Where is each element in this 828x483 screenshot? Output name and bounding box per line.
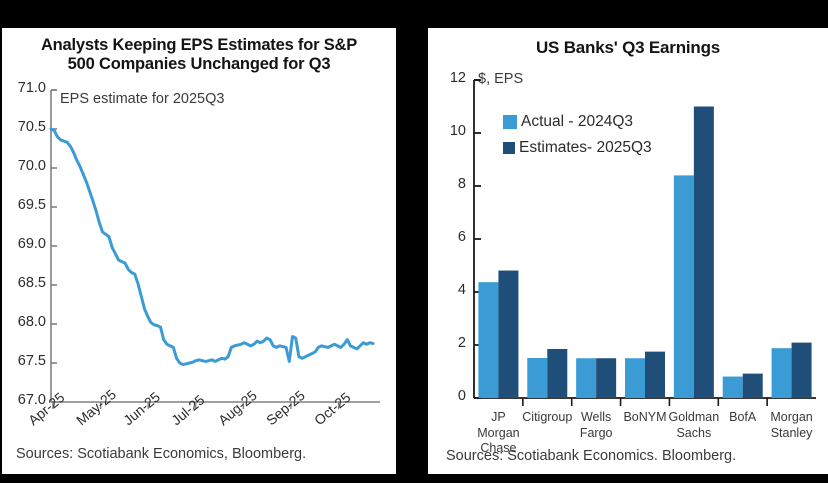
right-y-tick-label: 2: [457, 335, 466, 351]
left-chart-title-line1: Analysts Keeping EPS Estimates for S&P: [40, 36, 358, 54]
right-bar-plot: [473, 79, 816, 406]
bar-category-label: Goldman Sachs: [654, 410, 734, 441]
right-x-tickmarks: [522, 398, 768, 406]
left-axis-unit-label: EPS estimate for 2025Q3: [60, 91, 225, 107]
bar-estimate: [742, 373, 763, 398]
right-y-tick-label: 4: [457, 282, 466, 298]
bar-category-label-line: Fargo: [579, 425, 613, 440]
left-y-tick-label: 71.0: [17, 80, 46, 96]
legend-swatch-estimates: [503, 142, 515, 154]
bar-actual: [771, 348, 792, 398]
left-y-tick-label: 67.5: [17, 353, 46, 369]
bar-category-label-line: Sachs: [676, 425, 712, 440]
bar-actual: [673, 175, 694, 398]
bar-estimate: [547, 348, 568, 398]
right-y-tick-label: 10: [449, 123, 466, 139]
bar-category-label-line: Morgan: [770, 410, 813, 424]
bar-actual: [576, 358, 597, 398]
bar-category-label-line: JP: [491, 410, 506, 424]
left-y-tick-label: 70.0: [17, 158, 46, 174]
legend-label-actual: Actual - 2024Q3: [521, 113, 634, 130]
legend-item-actual: Actual - 2024Q3: [503, 113, 633, 131]
right-y-tick-label: 8: [457, 176, 466, 192]
bar-category-label-line: Goldman: [668, 410, 720, 424]
bar-actual: [722, 376, 743, 398]
bar-actual: [625, 358, 645, 398]
right-y-tick-label: 0: [457, 388, 466, 404]
right-source-note: Sources: Scotiabank Economics. Bloomberg…: [446, 448, 737, 464]
legend-item-estimates: Estimates- 2025Q3: [503, 139, 652, 157]
right-chart-title: US Banks' Q3 Earnings: [535, 38, 721, 57]
bar-actual: [527, 357, 548, 398]
left-y-tick-label: 68.5: [17, 275, 46, 291]
bar-estimate: [693, 106, 714, 398]
right-bar-group: [478, 106, 812, 398]
bar-estimate: [791, 342, 812, 398]
bar-estimate: [645, 351, 665, 398]
left-x-tickmarks: [52, 402, 340, 409]
bar-category-label-line: Wells: [580, 410, 612, 424]
legend-label-estimates: Estimates- 2025Q3: [519, 139, 652, 156]
left-chart-title-line2: 500 Companies Unchanged for Q3: [67, 55, 331, 74]
bar-actual: [478, 282, 499, 398]
legend-swatch-actual: [503, 115, 517, 129]
bar-category-label-line: Chase: [480, 441, 517, 456]
left-y-tickmarks: [51, 89, 57, 403]
eps-estimate-line-series: [49, 127, 375, 367]
bar-category-label: Wells Fargo: [556, 410, 636, 441]
bar-category-label: Citigroup: [507, 410, 587, 426]
bar-estimate: [498, 270, 519, 398]
left-y-tick-label: 70.5: [17, 119, 46, 135]
bar-category-label: BoNYM: [605, 410, 685, 426]
right-y-tick-label: 12: [449, 70, 466, 86]
left-y-tick-label: 69.5: [17, 197, 46, 213]
left-chart-panel: Analysts Keeping EPS Estimates for S&P 5…: [2, 28, 396, 474]
left-y-tick-label: 68.0: [17, 314, 46, 330]
right-axis-unit-label: $, EPS: [478, 71, 524, 87]
bar-category-label-line: Morgan: [477, 425, 520, 440]
right-y-tick-label: 6: [457, 229, 466, 245]
left-y-tick-label: 69.0: [17, 236, 46, 252]
left-chart-title: Analysts Keeping EPS Estimates for S&P 5…: [2, 36, 396, 75]
bar-category-label: Morgan Stanley: [752, 410, 828, 441]
left-source-note: Sources: Scotiabank Economics, Bloomberg…: [16, 446, 307, 462]
bar-estimate: [596, 358, 617, 398]
bar-category-label: JP Morgan Chase: [458, 410, 538, 457]
bar-category-label-line: BofA: [729, 410, 757, 424]
bar-category-label-line: Stanley: [770, 425, 813, 440]
left-line-plot: [49, 89, 380, 409]
bar-category-label-line: Citigroup: [522, 410, 573, 424]
bar-category-label-line: BoNYM: [623, 410, 667, 424]
right-chart-panel: US Banks' Q3 Earnings $, EPS Actual - 20…: [428, 28, 828, 474]
left-y-tick-label: 67.0: [17, 392, 46, 408]
bar-category-label: BofA: [703, 410, 783, 426]
